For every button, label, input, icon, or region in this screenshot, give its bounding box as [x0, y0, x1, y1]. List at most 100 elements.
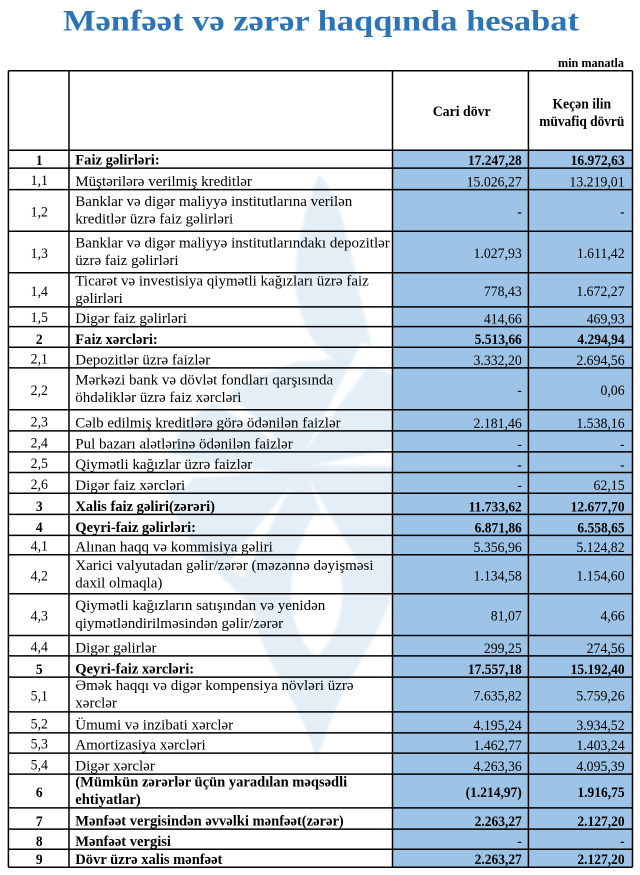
- svg-text:17.557,18: 17.557,18: [468, 661, 522, 678]
- svg-text:1.672,27: 1.672,27: [576, 283, 624, 300]
- svg-text:Əmək haqqı və digər kompensiya: Əmək haqqı və digər kompensiya növləri ü…: [75, 678, 354, 694]
- svg-text:2.127,20: 2.127,20: [577, 813, 624, 830]
- svg-text:Digər gəlirlər: Digər gəlirlər: [75, 641, 156, 657]
- svg-text:7: 7: [36, 813, 43, 830]
- svg-text:1.154,60: 1.154,60: [576, 568, 624, 585]
- svg-text:2: 2: [36, 331, 43, 348]
- svg-text:9: 9: [36, 851, 43, 868]
- svg-text:Alınan haqq və kommisiya gəlir: Alınan haqq və kommisiya gəliri: [75, 539, 272, 555]
- svg-text:6: 6: [36, 784, 43, 801]
- svg-text:xərclər: xərclər: [75, 696, 117, 712]
- svg-text:Banklar və digər maliyyə insti: Banklar və digər maliyyə institutlarına …: [75, 194, 352, 210]
- svg-text:Banklar və digər maliyyə insti: Banklar və digər maliyyə institutlarında…: [75, 236, 390, 252]
- svg-text:1.403,24: 1.403,24: [576, 738, 624, 755]
- svg-text:7.635,82: 7.635,82: [474, 688, 522, 705]
- svg-text:13.219,01: 13.219,01: [569, 174, 624, 191]
- svg-text:Pul bazarı alətlərinə ödənilən: Pul bazarı alətlərinə ödənilən faizlər: [75, 437, 292, 453]
- svg-text:5: 5: [36, 661, 43, 678]
- svg-text:3: 3: [36, 499, 43, 516]
- svg-text:-: -: [517, 457, 522, 474]
- svg-text:274,56: 274,56: [587, 640, 625, 657]
- svg-text:Mərkəzi bank və dövlət fondlar: Mərkəzi bank və dövlət fondları qarşısın…: [75, 372, 333, 388]
- svg-text:kreditlər üzrə faiz gəlirləri: kreditlər üzrə faiz gəlirləri: [75, 212, 233, 228]
- svg-text:Amortizasiya xərcləri: Amortizasiya xərcləri: [75, 738, 205, 754]
- svg-text:5.759,26: 5.759,26: [576, 688, 624, 705]
- svg-text:1.611,42: 1.611,42: [577, 246, 625, 263]
- svg-text:2,2: 2,2: [31, 382, 48, 399]
- svg-text:-: -: [620, 834, 625, 851]
- svg-text:1,2: 1,2: [31, 204, 48, 221]
- svg-text:1.538,16: 1.538,16: [576, 415, 624, 432]
- svg-text:Xalis faiz gəliri(zərəri): Xalis faiz gəliri(zərəri): [75, 499, 215, 515]
- svg-text:16.972,63: 16.972,63: [571, 152, 625, 169]
- svg-text:Mənfəət və zərər haqqında hesa: Mənfəət və zərər haqqında hesabat: [63, 5, 579, 38]
- svg-text:62,15: 62,15: [594, 478, 625, 495]
- svg-text:müvafiq dövrü: müvafiq dövrü: [539, 114, 624, 130]
- svg-text:qiymətləndirilməsindən gəlir/z: qiymətləndirilməsindən gəlir/zərər: [75, 616, 283, 632]
- svg-text:5,4: 5,4: [31, 757, 48, 774]
- svg-text:Qeyri-faiz gəlirləri:: Qeyri-faiz gəlirləri:: [75, 520, 196, 536]
- svg-text:daxil olmaqla): daxil olmaqla): [75, 576, 162, 592]
- svg-text:4,3: 4,3: [31, 608, 48, 625]
- svg-text:3.934,52: 3.934,52: [576, 717, 624, 734]
- svg-text:6.871,86: 6.871,86: [475, 520, 522, 537]
- svg-text:5.356,96: 5.356,96: [474, 539, 522, 556]
- svg-text:Digər faiz xərcləri: Digər faiz xərcləri: [75, 478, 185, 494]
- svg-text:Qeyri-faiz xərcləri:: Qeyri-faiz xərcləri:: [75, 662, 194, 678]
- svg-text:-: -: [517, 204, 522, 221]
- svg-text:4,66: 4,66: [600, 608, 624, 625]
- svg-text:11.733,62: 11.733,62: [469, 499, 522, 516]
- svg-text:Keçən ilin: Keçən ilin: [552, 97, 611, 113]
- svg-text:3.332,20: 3.332,20: [474, 352, 522, 369]
- svg-text:1,5: 1,5: [31, 310, 48, 327]
- svg-text:2.694,56: 2.694,56: [576, 352, 624, 369]
- svg-text:1,4: 1,4: [31, 283, 48, 300]
- svg-text:öhdəliklər üzrə faiz xərcləri: öhdəliklər üzrə faiz xərcləri: [75, 390, 241, 406]
- svg-text:0,06: 0,06: [600, 382, 624, 399]
- svg-text:5,2: 5,2: [31, 716, 48, 733]
- svg-text:4,4: 4,4: [31, 639, 48, 656]
- svg-text:Ticarət və investisiya qiymətl: Ticarət və investisiya qiymətli kağızlar…: [75, 274, 369, 290]
- svg-text:Faiz gəlirləri:: Faiz gəlirləri:: [75, 153, 159, 169]
- svg-text:1: 1: [36, 152, 43, 169]
- svg-text:2.181,46: 2.181,46: [474, 415, 522, 432]
- svg-text:1.027,93: 1.027,93: [474, 246, 522, 263]
- svg-text:-: -: [620, 436, 625, 453]
- svg-text:Cəlb edilmiş kreditlərə görə ö: Cəlb edilmiş kreditlərə görə ödənilən fa…: [75, 416, 340, 432]
- svg-text:414,66: 414,66: [484, 311, 522, 328]
- svg-text:1.916,75: 1.916,75: [577, 784, 624, 801]
- svg-text:Dövr üzrə xalis mənfəət: Dövr üzrə xalis mənfəət: [75, 852, 222, 868]
- svg-text:Qiymətli kağızların satışından: Qiymətli kağızların satışından və yenidə…: [75, 598, 325, 614]
- svg-text:15.192,40: 15.192,40: [571, 661, 625, 678]
- svg-text:1.134,58: 1.134,58: [474, 568, 522, 585]
- svg-text:5,3: 5,3: [31, 736, 48, 753]
- svg-text:2.263,27: 2.263,27: [475, 852, 522, 869]
- svg-text:(Mümkün zərərlər üçün yaradıla: (Mümkün zərərlər üçün yaradılan məqsədli: [75, 774, 347, 790]
- svg-text:2,1: 2,1: [31, 351, 48, 368]
- svg-text:Digər faiz gəlirləri: Digər faiz gəlirləri: [75, 311, 187, 327]
- svg-text:Faiz xərcləri:: Faiz xərcləri:: [75, 332, 157, 348]
- svg-text:Qiymətli kağızlar üzrə faizlər: Qiymətli kağızlar üzrə faizlər: [75, 457, 252, 473]
- svg-text:4,1: 4,1: [31, 538, 48, 555]
- svg-text:4,2: 4,2: [31, 568, 48, 585]
- svg-text:5.124,82: 5.124,82: [576, 539, 624, 556]
- svg-text:Mənfəət vergisindən əvvəlki mə: Mənfəət vergisindən əvvəlki mənfəət(zərə…: [75, 814, 344, 830]
- svg-text:5.513,66: 5.513,66: [475, 332, 522, 349]
- svg-text:81,07: 81,07: [491, 608, 522, 625]
- svg-text:4.263,36: 4.263,36: [474, 759, 522, 776]
- svg-text:17.247,28: 17.247,28: [468, 152, 522, 169]
- svg-text:2,4: 2,4: [31, 435, 48, 452]
- svg-text:4.095,39: 4.095,39: [576, 759, 624, 776]
- svg-text:15.026,27: 15.026,27: [467, 174, 522, 191]
- svg-text:5,1: 5,1: [31, 688, 48, 705]
- svg-text:299,25: 299,25: [484, 640, 522, 657]
- svg-text:-: -: [517, 436, 522, 453]
- svg-text:Depozitlər üzrə faizlər: Depozitlər üzrə faizlər: [75, 353, 210, 369]
- svg-text:-: -: [517, 478, 522, 495]
- svg-text:min manatla: min manatla: [558, 55, 624, 70]
- svg-text:ehtiyatlar): ehtiyatlar): [75, 792, 140, 808]
- svg-text:2,6: 2,6: [31, 476, 48, 493]
- svg-text:6.558,65: 6.558,65: [577, 520, 624, 537]
- svg-text:4.294,94: 4.294,94: [577, 332, 624, 349]
- svg-text:Cari dövr: Cari dövr: [433, 104, 491, 120]
